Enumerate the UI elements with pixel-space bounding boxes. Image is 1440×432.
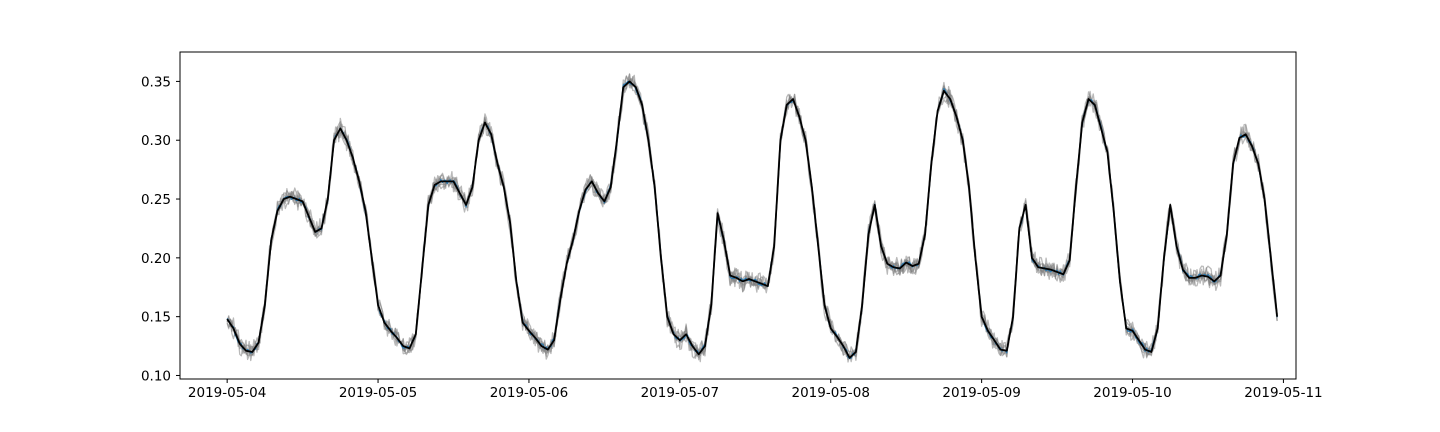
x-axis: 2019-05-04 2019-05-05 2019-05-06 2019-05-07… [188,379,1323,401]
x-tick-label: 2019-05-05 [339,385,417,401]
plot-frame [179,51,1297,380]
y-tick-label: 0.15 [141,310,171,326]
sample-series-line [226,73,1278,360]
x-tick-label: 2019-05-06 [490,385,568,401]
x-tick-label: 2019-05-08 [792,385,870,401]
x-tick-label: 2019-05-07 [641,385,719,401]
x-tick-label: 2019-05-04 [188,385,266,401]
sample-series-line [227,79,1278,359]
x-tick-label: 2019-05-10 [1093,385,1171,401]
y-tick-label: 0.35 [141,74,171,90]
y-tick-label: 0.10 [141,368,171,384]
plot-lines [226,73,1279,363]
accent-series-line [226,80,1278,360]
sample-series-line [226,78,1278,363]
mean-series-line [226,80,1279,359]
sample-series-line [226,73,1278,361]
y-tick-label: 0.25 [141,192,171,208]
x-tick-label: 2019-05-11 [1244,385,1322,401]
y-axis: 0.10 0.15 0.20 0.25 0.30 0.35 [141,74,180,384]
sample-series-line [226,78,1278,359]
sample-series-line [226,75,1278,363]
y-tick-label: 0.20 [141,251,171,267]
x-tick-label: 2019-05-09 [942,385,1020,401]
sample-series-line [226,80,1278,361]
y-tick-label: 0.30 [141,133,171,149]
